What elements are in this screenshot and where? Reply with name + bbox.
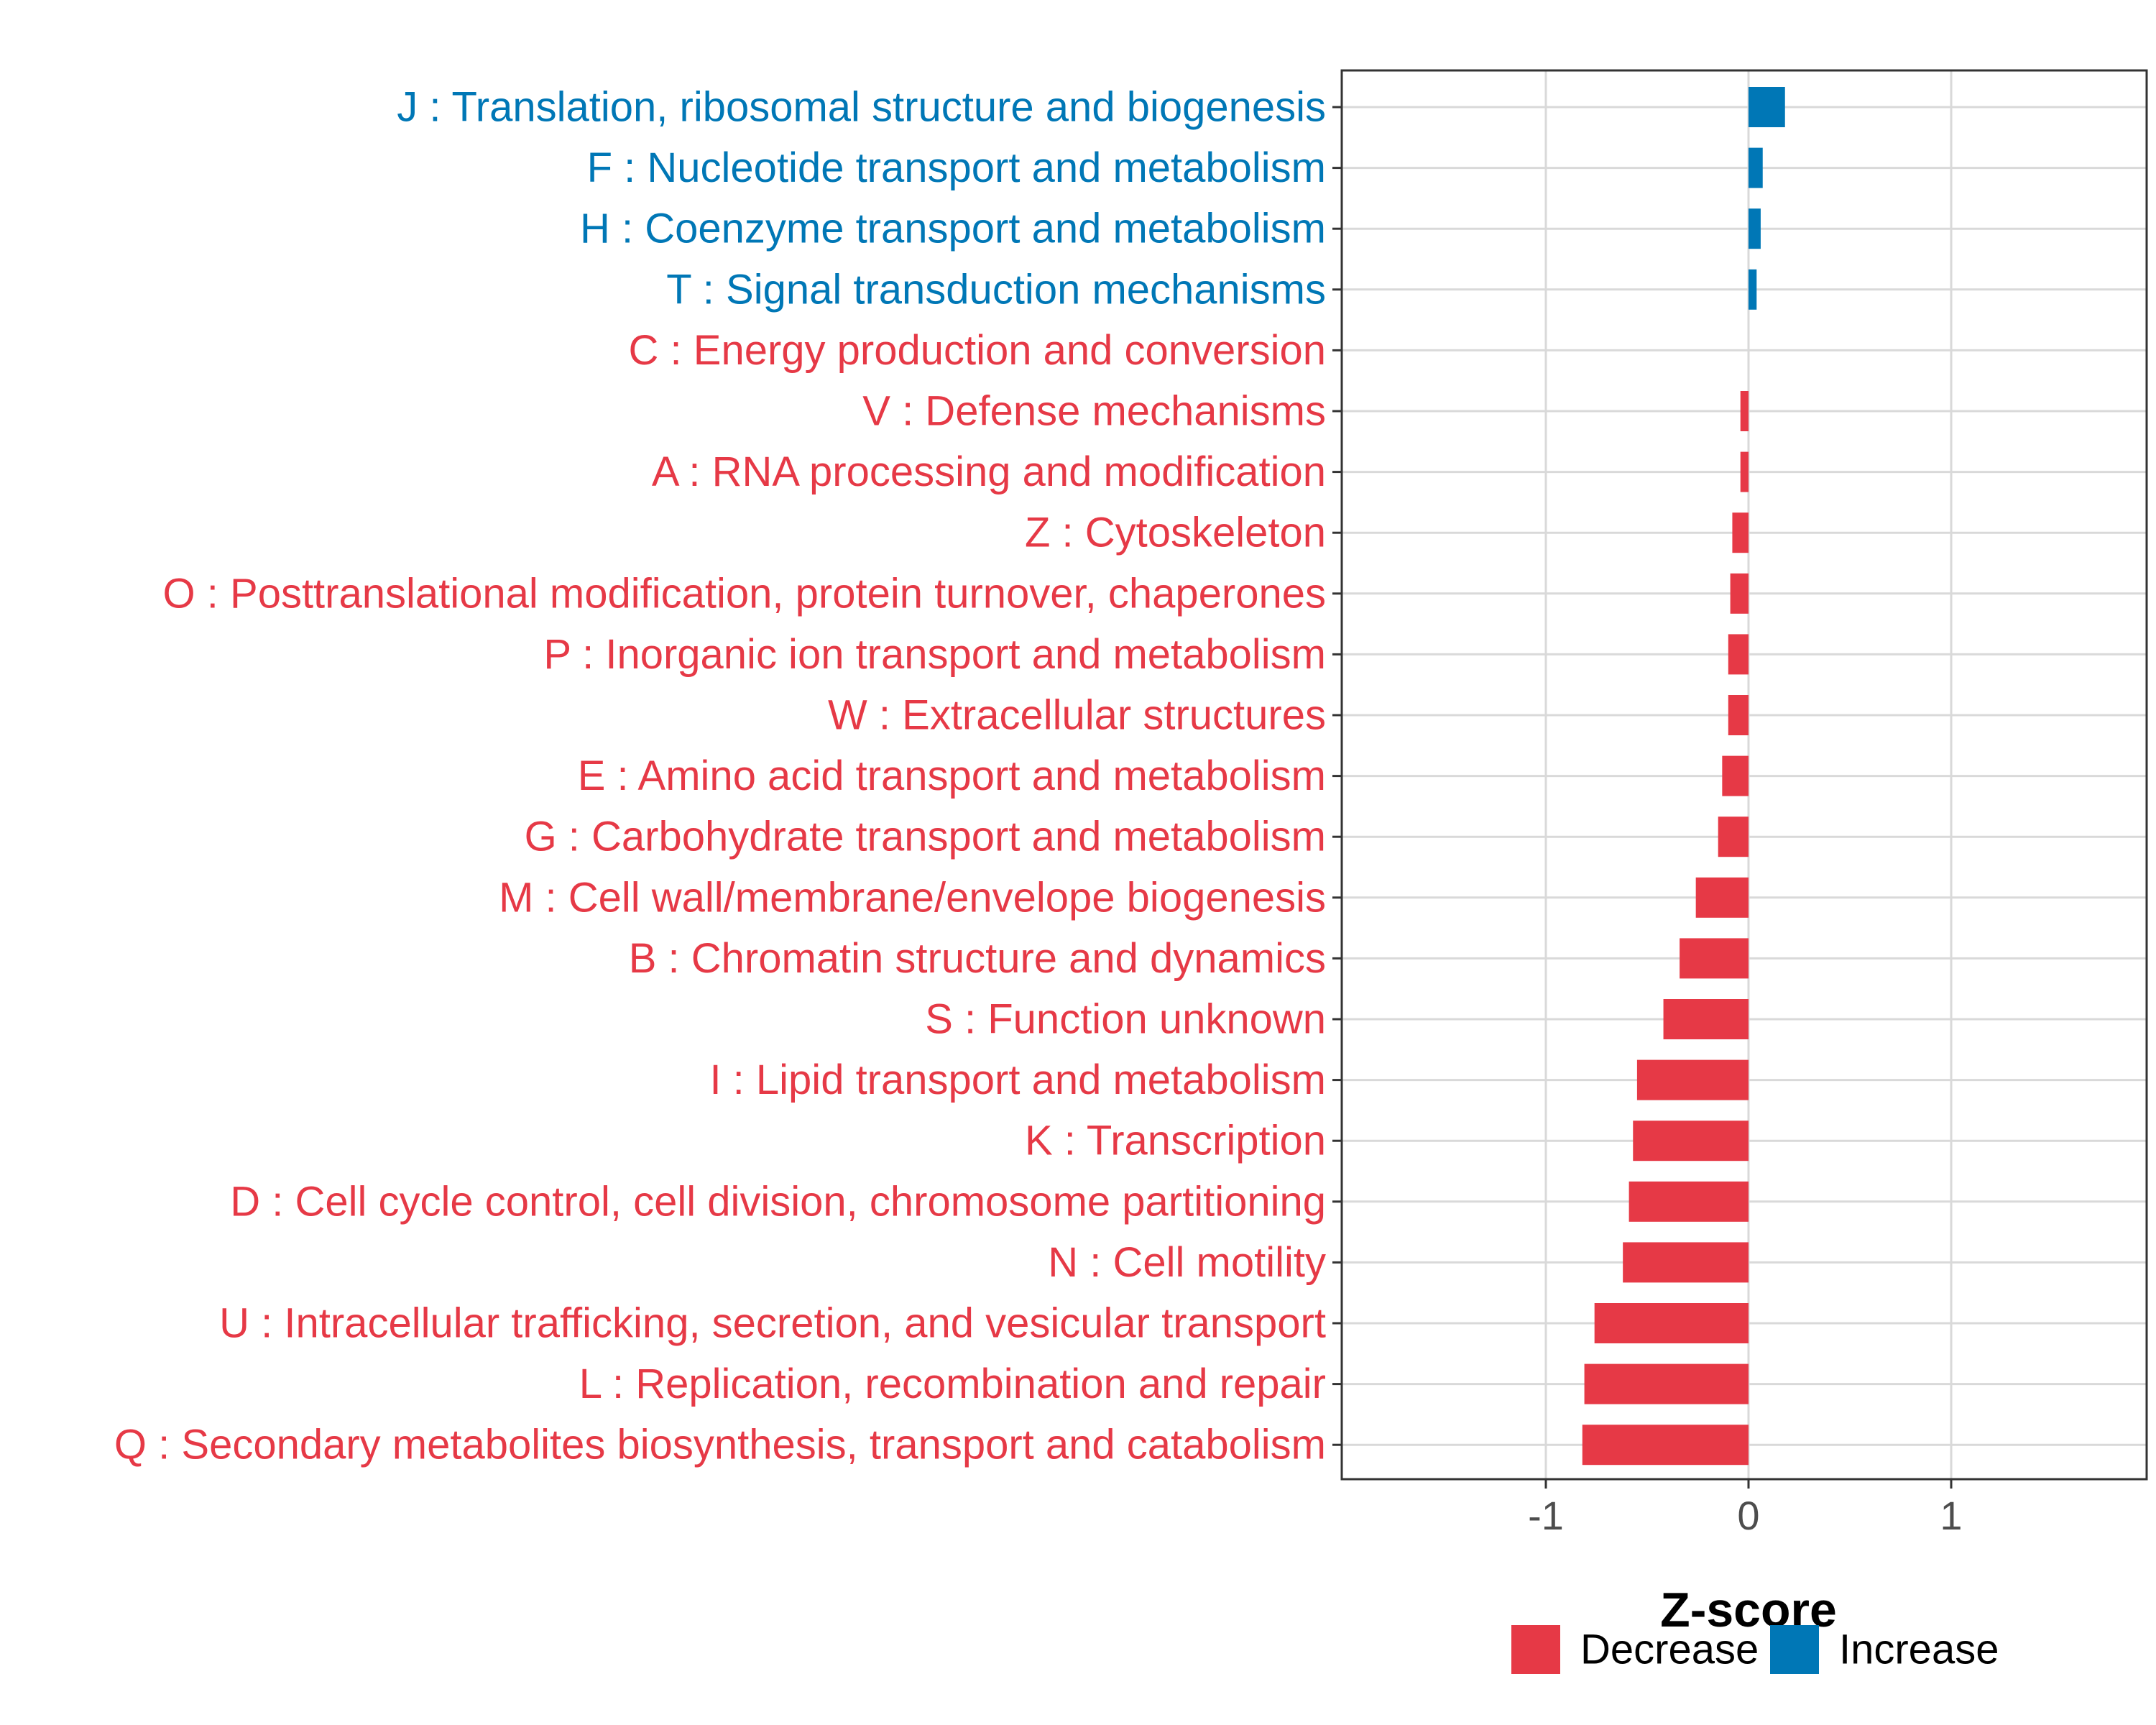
x-tick-label: 0 xyxy=(1737,1493,1759,1538)
bar xyxy=(1582,1425,1749,1466)
x-axis-tick-labels: -1 0 1 xyxy=(1528,1493,1962,1538)
category-label: O : Posttranslational modification, prot… xyxy=(163,570,1326,617)
category-label: J : Translation, ribosomal structure and… xyxy=(397,84,1326,131)
category-label: B : Chromatin structure and dynamics xyxy=(629,935,1326,982)
category-label: M : Cell wall/membrane/envelope biogenes… xyxy=(499,874,1326,921)
category-label: K : Transcription xyxy=(1025,1118,1326,1164)
bar xyxy=(1740,451,1749,492)
category-label: H : Coenzyme transport and metabolism xyxy=(580,206,1326,252)
x-tick-label: -1 xyxy=(1528,1493,1564,1538)
legend-label: Decrease xyxy=(1580,1627,1759,1673)
legend-swatch xyxy=(1511,1625,1560,1674)
category-label: U : Intracellular trafficking, secretion… xyxy=(219,1300,1326,1347)
category-label: L : Replication, recombination and repai… xyxy=(579,1361,1326,1407)
bar xyxy=(1740,391,1749,431)
category-label: E : Amino acid transport and metabolism xyxy=(578,753,1326,799)
category-label: V : Defense mechanisms xyxy=(862,388,1326,435)
bar xyxy=(1628,1181,1749,1222)
bar xyxy=(1730,573,1749,614)
y-axis-ticks xyxy=(1332,106,1342,1446)
category-label: P : Inorganic ion transport and metaboli… xyxy=(543,631,1326,678)
category-label: D : Cell cycle control, cell division, c… xyxy=(230,1178,1326,1225)
legend-label: Increase xyxy=(1839,1627,1999,1673)
category-label: F : Nucleotide transport and metabolism xyxy=(587,144,1326,191)
bar xyxy=(1680,938,1749,979)
bars xyxy=(1582,87,1785,1466)
bar xyxy=(1663,999,1749,1039)
bar xyxy=(1728,695,1749,735)
bar xyxy=(1695,877,1749,918)
category-label: Q : Secondary metabolites biosynthesis, … xyxy=(114,1422,1326,1468)
category-label: I : Lipid transport and metabolism xyxy=(709,1057,1326,1103)
category-label: S : Function unknown xyxy=(925,996,1326,1043)
bar xyxy=(1594,1303,1749,1343)
category-label: A : RNA processing and modification xyxy=(652,448,1326,495)
bar xyxy=(1722,755,1749,796)
bar xyxy=(1749,147,1763,188)
bar xyxy=(1623,1242,1749,1283)
bar xyxy=(1732,512,1749,553)
bar xyxy=(1749,208,1761,249)
bar xyxy=(1718,816,1749,857)
bar xyxy=(1749,87,1785,127)
bar xyxy=(1728,634,1749,675)
bar xyxy=(1584,1363,1749,1404)
legend: Decrease Increase xyxy=(1511,1625,1999,1674)
category-label: G : Carbohydrate transport and metabolis… xyxy=(525,814,1326,860)
category-label: Z : Cytoskeleton xyxy=(1025,510,1326,556)
x-tick-label: 1 xyxy=(1940,1493,1962,1538)
bar xyxy=(1633,1121,1749,1162)
category-label: W : Extracellular structures xyxy=(828,692,1326,739)
bar xyxy=(1636,1059,1749,1100)
y-axis-labels: J : Translation, ribosomal structure and… xyxy=(114,84,1326,1468)
category-label: N : Cell motility xyxy=(1048,1239,1326,1286)
x-axis-ticks xyxy=(1544,1479,1953,1489)
bar xyxy=(1749,269,1757,310)
panel-border xyxy=(1340,69,2148,1481)
category-label: T : Signal transduction mechanisms xyxy=(666,266,1326,313)
legend-swatch xyxy=(1770,1625,1819,1674)
category-label: C : Energy production and conversion xyxy=(629,327,1326,374)
